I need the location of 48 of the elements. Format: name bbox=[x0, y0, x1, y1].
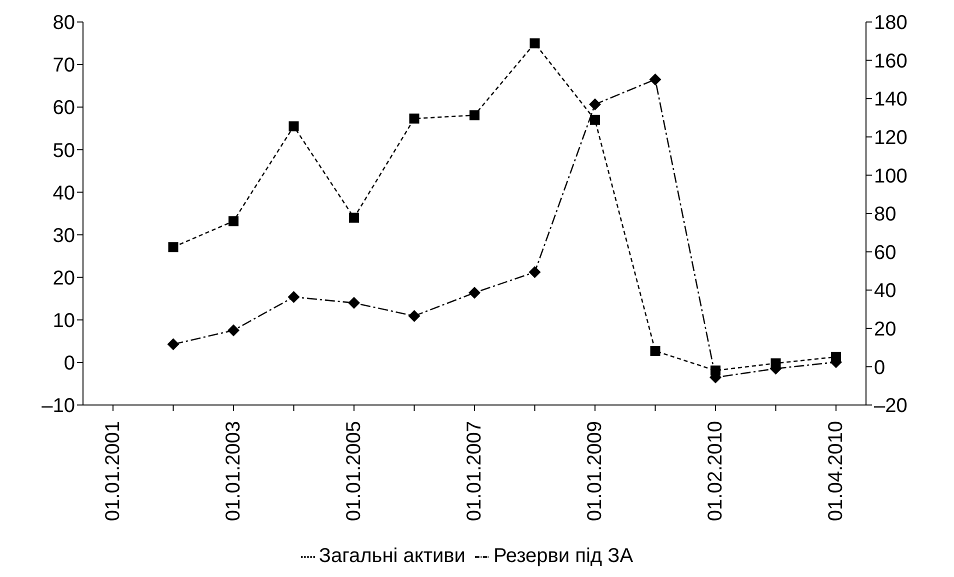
y2-tick-label: 160 bbox=[874, 50, 908, 72]
x-tick-label: 01.01.2005 bbox=[343, 421, 365, 522]
point bbox=[528, 266, 541, 278]
legend-label: Загальні активи bbox=[318, 545, 466, 567]
y2-tick-label: 0 bbox=[874, 356, 886, 379]
x-tick-label: 01.01.2009 bbox=[584, 421, 606, 522]
point bbox=[649, 73, 662, 86]
point bbox=[168, 242, 178, 252]
point bbox=[167, 338, 180, 350]
point bbox=[348, 296, 360, 309]
y-tick-label: 40 bbox=[52, 182, 75, 204]
point bbox=[408, 310, 420, 322]
y2-tick-label: 100 bbox=[874, 165, 908, 188]
x-tick-label: 01.02.2010 bbox=[704, 421, 726, 522]
y-tick-label: 10 bbox=[52, 310, 75, 332]
y2-tick-label: 60 bbox=[874, 242, 896, 264]
point bbox=[228, 324, 240, 336]
y2-tick-label: –20 bbox=[874, 395, 908, 418]
x-tick-label: 01.01.2001 bbox=[102, 421, 124, 522]
y-tick-label: 80 bbox=[52, 12, 75, 34]
y-tick-label: 30 bbox=[52, 224, 75, 247]
point bbox=[530, 38, 540, 48]
x-tick-label: 01.01.2003 bbox=[222, 421, 244, 522]
point bbox=[468, 286, 480, 299]
y-tick-label: 0 bbox=[64, 352, 75, 375]
point bbox=[589, 98, 601, 110]
point bbox=[228, 216, 238, 226]
point bbox=[288, 290, 300, 303]
x-tick-label: 01.01.2007 bbox=[464, 421, 486, 522]
y2-tick-label: 180 bbox=[874, 12, 908, 34]
point bbox=[349, 212, 359, 223]
point bbox=[409, 114, 420, 124]
y2-tick-label: 40 bbox=[874, 280, 896, 302]
y-tick-label: 70 bbox=[52, 54, 75, 77]
y-tick-label: 60 bbox=[52, 97, 75, 120]
y-tick-label: 50 bbox=[52, 140, 75, 162]
y-tick-label: –10 bbox=[42, 395, 75, 418]
point bbox=[590, 114, 600, 125]
point bbox=[650, 346, 660, 356]
y2-tick-label: 80 bbox=[874, 204, 896, 226]
legend-label: Резерви під ЗА bbox=[493, 545, 634, 567]
y2-tick-label: 120 bbox=[874, 127, 908, 149]
y-tick-label: 20 bbox=[52, 267, 75, 290]
x-tick-label: 01.04.2010 bbox=[825, 421, 847, 522]
point bbox=[288, 121, 299, 132]
y2-tick-label: 140 bbox=[874, 88, 908, 111]
point bbox=[470, 110, 480, 120]
y2-tick-label: 20 bbox=[874, 318, 896, 340]
